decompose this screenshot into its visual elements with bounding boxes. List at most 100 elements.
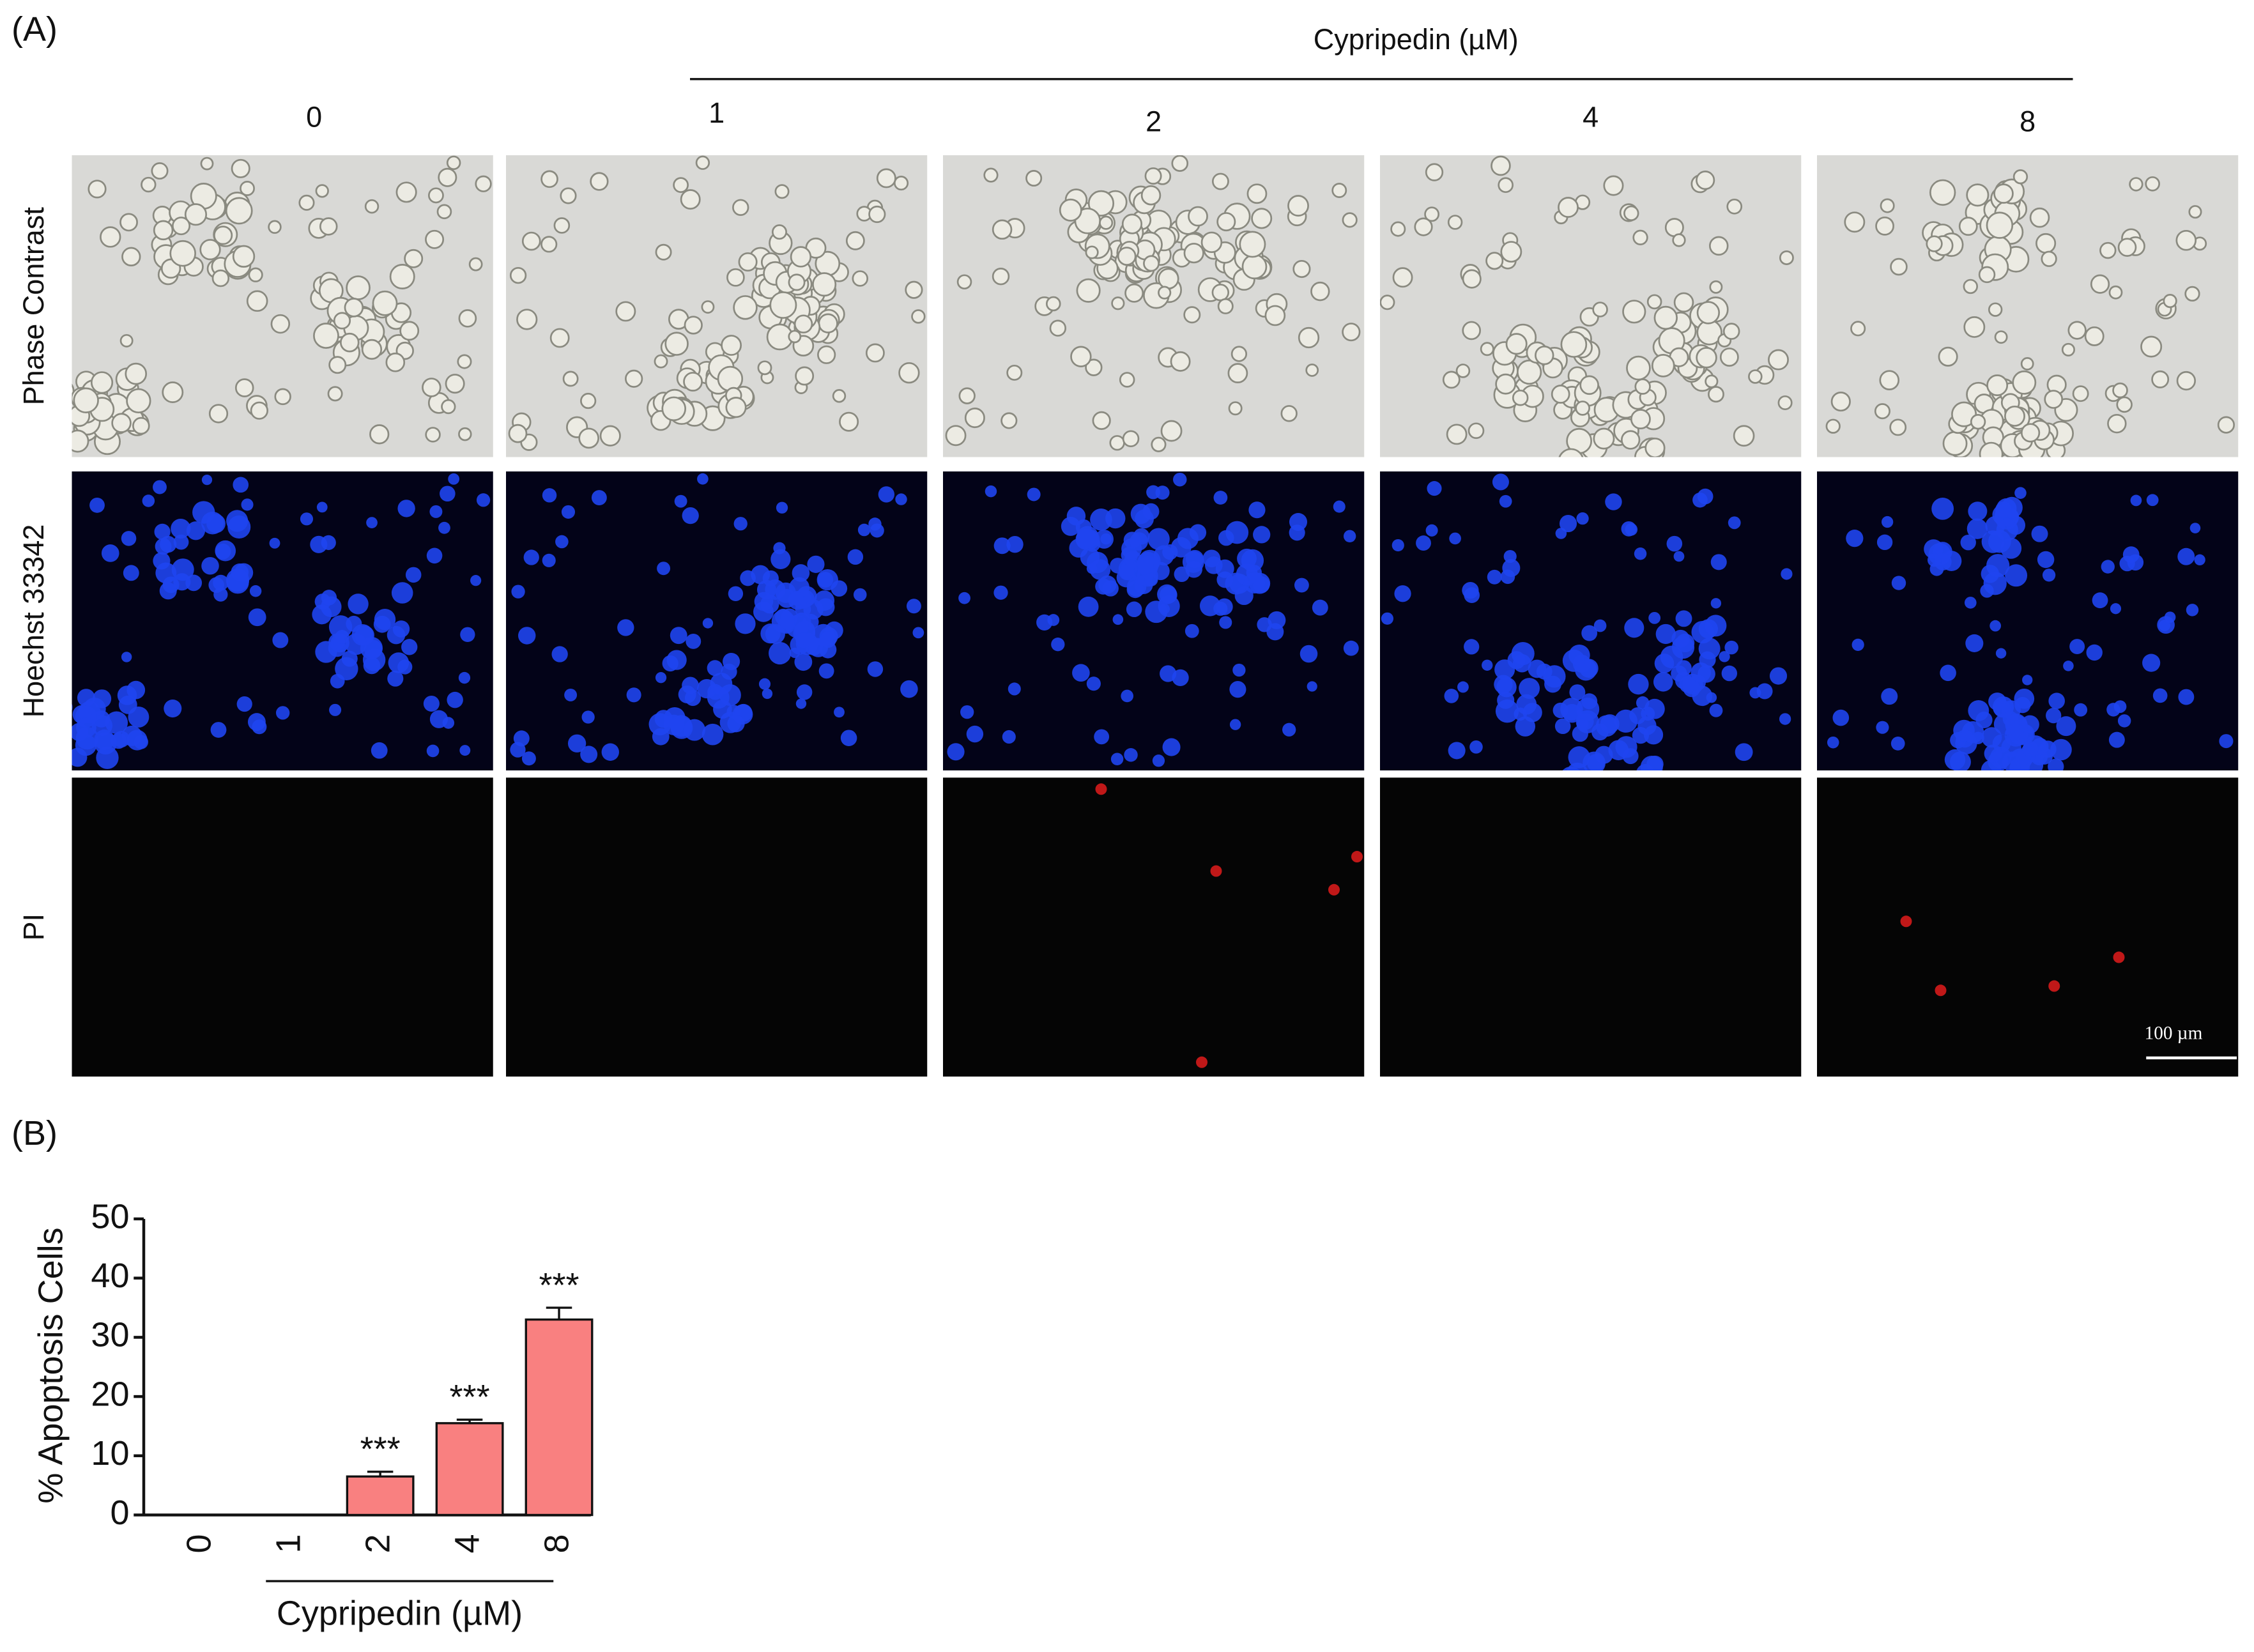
cell (2012, 169, 2028, 185)
nucleus (1595, 715, 1618, 737)
cell (2012, 370, 2037, 395)
nucleus (440, 486, 456, 502)
cell (468, 257, 483, 272)
error-bar (546, 1306, 572, 1320)
nucleus (518, 627, 536, 645)
nucleus (1289, 513, 1308, 532)
nucleus (670, 627, 687, 645)
cell (845, 231, 865, 250)
nucleus (392, 620, 410, 638)
nucleus (346, 615, 362, 632)
cell (680, 189, 701, 210)
cell (2107, 413, 2127, 434)
nucleus (521, 751, 536, 766)
cell (521, 231, 541, 251)
nucleus (1697, 488, 1713, 505)
significance-label: *** (539, 1266, 579, 1304)
cell (1593, 427, 1615, 450)
nucleus (719, 684, 741, 707)
cell (385, 352, 406, 372)
nucleus (335, 629, 349, 645)
nucleus (1090, 509, 1112, 531)
cell (2020, 423, 2041, 443)
nucleus (1628, 673, 1649, 695)
nucleus (1006, 535, 1023, 553)
cell (162, 381, 184, 403)
cell (683, 372, 703, 392)
nucleus (993, 537, 1011, 554)
nucleus (1300, 645, 1318, 663)
nucleus (1502, 559, 1521, 577)
nucleus (1960, 534, 1976, 551)
cells (1900, 915, 2125, 997)
nucleus (789, 647, 800, 658)
cell (1140, 185, 1162, 206)
cell (817, 345, 836, 364)
nucleus (121, 531, 137, 546)
nucleus (201, 474, 213, 486)
nucleus (92, 689, 112, 708)
nucleus (1710, 554, 1727, 570)
nucleus (1464, 639, 1480, 655)
nucleus (1728, 516, 1741, 530)
cell (1264, 305, 1286, 326)
micrograph (72, 777, 493, 1077)
cell (90, 371, 114, 394)
cell (399, 321, 420, 341)
nucleus (1671, 665, 1687, 682)
cell (509, 266, 527, 284)
cell (615, 301, 636, 322)
nucleus (1581, 693, 1598, 710)
panel-label: (A) (12, 10, 57, 49)
cell (549, 328, 570, 348)
nucleus (275, 706, 290, 720)
cell (2029, 207, 2050, 228)
nucleus (1544, 675, 1561, 693)
cell (1211, 172, 1229, 190)
cell (1966, 183, 1989, 207)
cell (199, 239, 221, 261)
nucleus (1507, 651, 1526, 669)
nucleus (652, 728, 670, 746)
cell (132, 417, 150, 435)
nucleus (1724, 640, 1738, 655)
cell (225, 197, 253, 225)
cell (1512, 389, 1529, 406)
nucleus (248, 608, 266, 627)
nucleus (2086, 644, 2103, 661)
cell (2163, 294, 2177, 309)
nucleus (1648, 611, 1661, 624)
cell (475, 175, 492, 192)
concentration-label: 2 (1146, 105, 1162, 137)
nucleus (769, 641, 792, 665)
cell (328, 356, 347, 374)
cell (1310, 281, 1330, 302)
nucleus (1086, 563, 1098, 574)
cell (2217, 416, 2235, 434)
cell (868, 205, 886, 224)
row-label: PI (17, 914, 50, 941)
nucleus (1953, 719, 1975, 742)
cell (1230, 346, 1248, 362)
nucleus (1312, 599, 1328, 616)
cells (945, 155, 1361, 452)
cell (1551, 385, 1570, 404)
cell (1227, 363, 1248, 383)
cell (1517, 359, 1542, 385)
nucleus (1047, 614, 1060, 626)
nucleus (2005, 723, 2024, 742)
nucleus (2164, 611, 2176, 623)
nucleus (2178, 689, 2195, 705)
nucleus (1294, 577, 1309, 593)
micrograph (506, 155, 928, 457)
nucleus (1595, 746, 1613, 764)
cell (1929, 179, 1956, 206)
cell (795, 366, 815, 386)
cell (1651, 353, 1675, 378)
nucleus (723, 652, 740, 671)
nucleus (655, 672, 667, 684)
cell (945, 425, 967, 447)
cell (169, 240, 197, 267)
pi-cell (1095, 783, 1107, 795)
cell (1158, 286, 1172, 300)
